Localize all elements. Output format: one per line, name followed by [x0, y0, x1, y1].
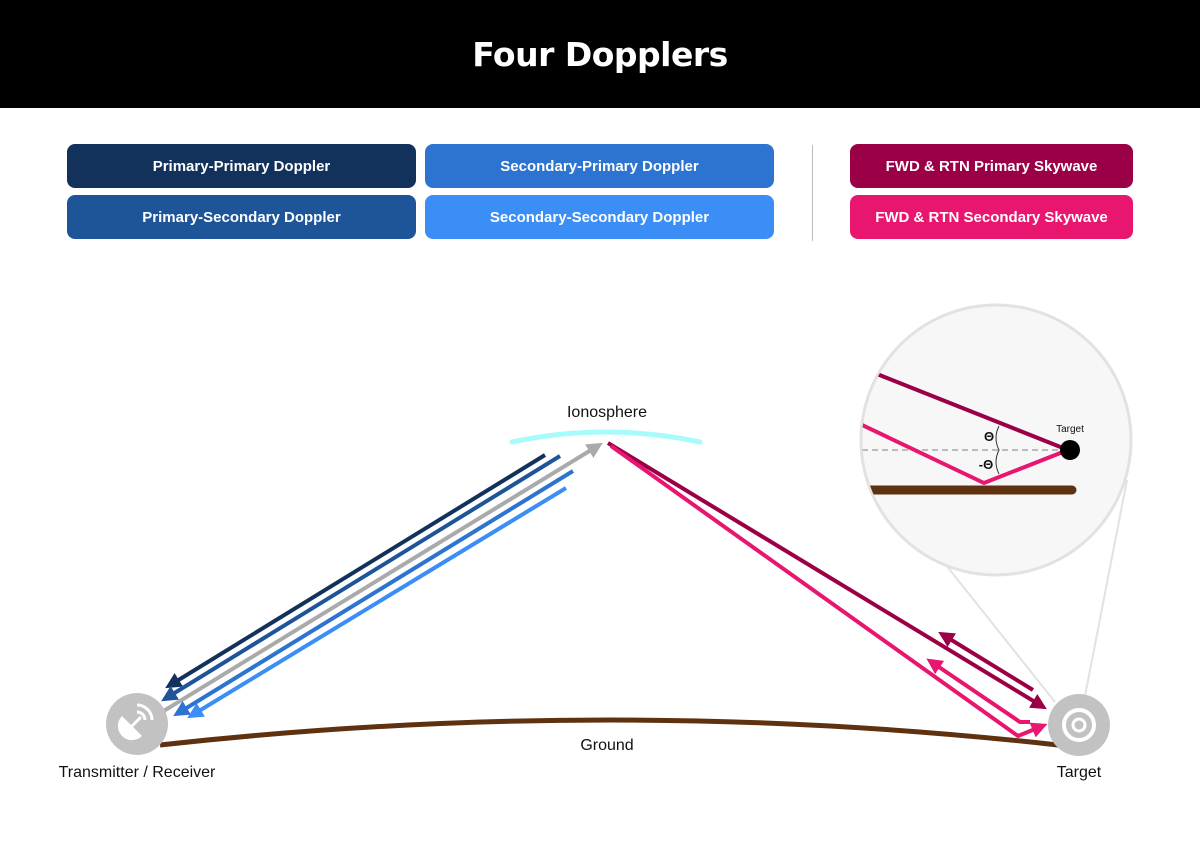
- theta-label: Θ: [984, 429, 994, 444]
- ray-rtn-secondary: [926, 658, 1030, 724]
- transmitter-label: Transmitter / Receiver: [59, 764, 216, 781]
- magnifier-connector: [1084, 479, 1128, 697]
- legend-fwd-rtn-primary[interactable]: FWD & RTN Primary Skywave: [850, 144, 1133, 188]
- inset-target-label: Target: [1056, 424, 1084, 435]
- angle-arc: [995, 425, 1000, 475]
- satellite-dish-icon: [106, 693, 168, 755]
- inset-primary-ray: [876, 372, 1069, 452]
- legend-secondary-primary[interactable]: Secondary-Primary Doppler: [425, 144, 774, 188]
- neg-theta-label: -Θ: [979, 457, 993, 472]
- page-title: Four Dopplers: [472, 34, 728, 74]
- ray-secondary-secondary: [187, 486, 568, 719]
- ray-secondary-primary: [173, 469, 575, 717]
- legend-fwd-rtn-secondary[interactable]: FWD & RTN Secondary Skywave: [850, 195, 1133, 239]
- legend-divider: [812, 145, 813, 241]
- inset-target-dot: [1060, 440, 1080, 460]
- legend-secondary-secondary[interactable]: Secondary-Secondary Doppler: [425, 195, 774, 239]
- ionosphere-label: Ionosphere: [567, 404, 647, 421]
- ray-primary-secondary: [161, 454, 562, 702]
- ray-primary-primary: [165, 453, 547, 689]
- target-icon: [1048, 694, 1110, 756]
- ground-label: Ground: [580, 737, 633, 754]
- magnifier-inset: Θ -Θ Target: [859, 303, 1133, 577]
- ray-fwd-primary: [606, 441, 1047, 710]
- magnifier-connector: [929, 544, 1056, 703]
- target-label: Target: [1057, 764, 1102, 781]
- ray-fwd-secondary: [609, 444, 1048, 739]
- inset-secondary-ray: [862, 422, 1069, 486]
- ground-line: [159, 717, 1059, 748]
- ionosphere-arc: [509, 429, 703, 445]
- legend-primary-primary[interactable]: Primary-Primary Doppler: [67, 144, 416, 188]
- ray-forward: [160, 442, 603, 714]
- ray-rtn-primary: [938, 631, 1035, 692]
- header: Four Dopplers: [0, 0, 1200, 108]
- legend-primary-secondary[interactable]: Primary-Secondary Doppler: [67, 195, 416, 239]
